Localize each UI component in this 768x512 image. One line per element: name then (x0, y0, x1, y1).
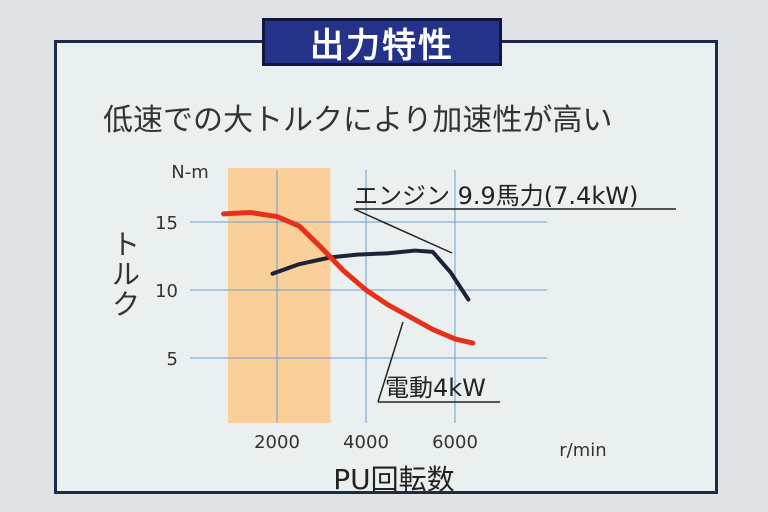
slide-title: 出力特性 (262, 18, 502, 66)
y-axis-label-char: ク (112, 288, 140, 321)
x-tick-label: 2000 (254, 432, 300, 453)
y-tick-label: 15 (155, 213, 178, 234)
electric-callout-line (377, 321, 404, 403)
electric-series-label: 電動4kW (385, 374, 486, 402)
slide-subtitle: 低速での大トルクにより加速性が高い (103, 103, 613, 138)
y-unit-label: N-m (171, 162, 209, 183)
y-axis-label-char: ル (112, 258, 140, 291)
y-axis-label: トルク (112, 228, 140, 321)
y-tick-label: 5 (167, 349, 178, 370)
engine-callout-line (353, 208, 453, 254)
highlight-band (228, 168, 331, 423)
electric-torque-line (221, 209, 476, 346)
y-tick-label: 10 (155, 281, 178, 302)
y-axis-label-char: ト (112, 228, 140, 261)
chart-panel (54, 40, 718, 494)
x-unit-label: r/min (559, 440, 606, 461)
x-tick-label: 4000 (343, 432, 389, 453)
x-tick-label: 6000 (432, 432, 478, 453)
x-axis-label: PU回転数 (333, 463, 454, 496)
engine-torque-line (270, 248, 471, 302)
engine-series-label: エンジン 9.9馬力(7.4kW) (354, 182, 638, 210)
